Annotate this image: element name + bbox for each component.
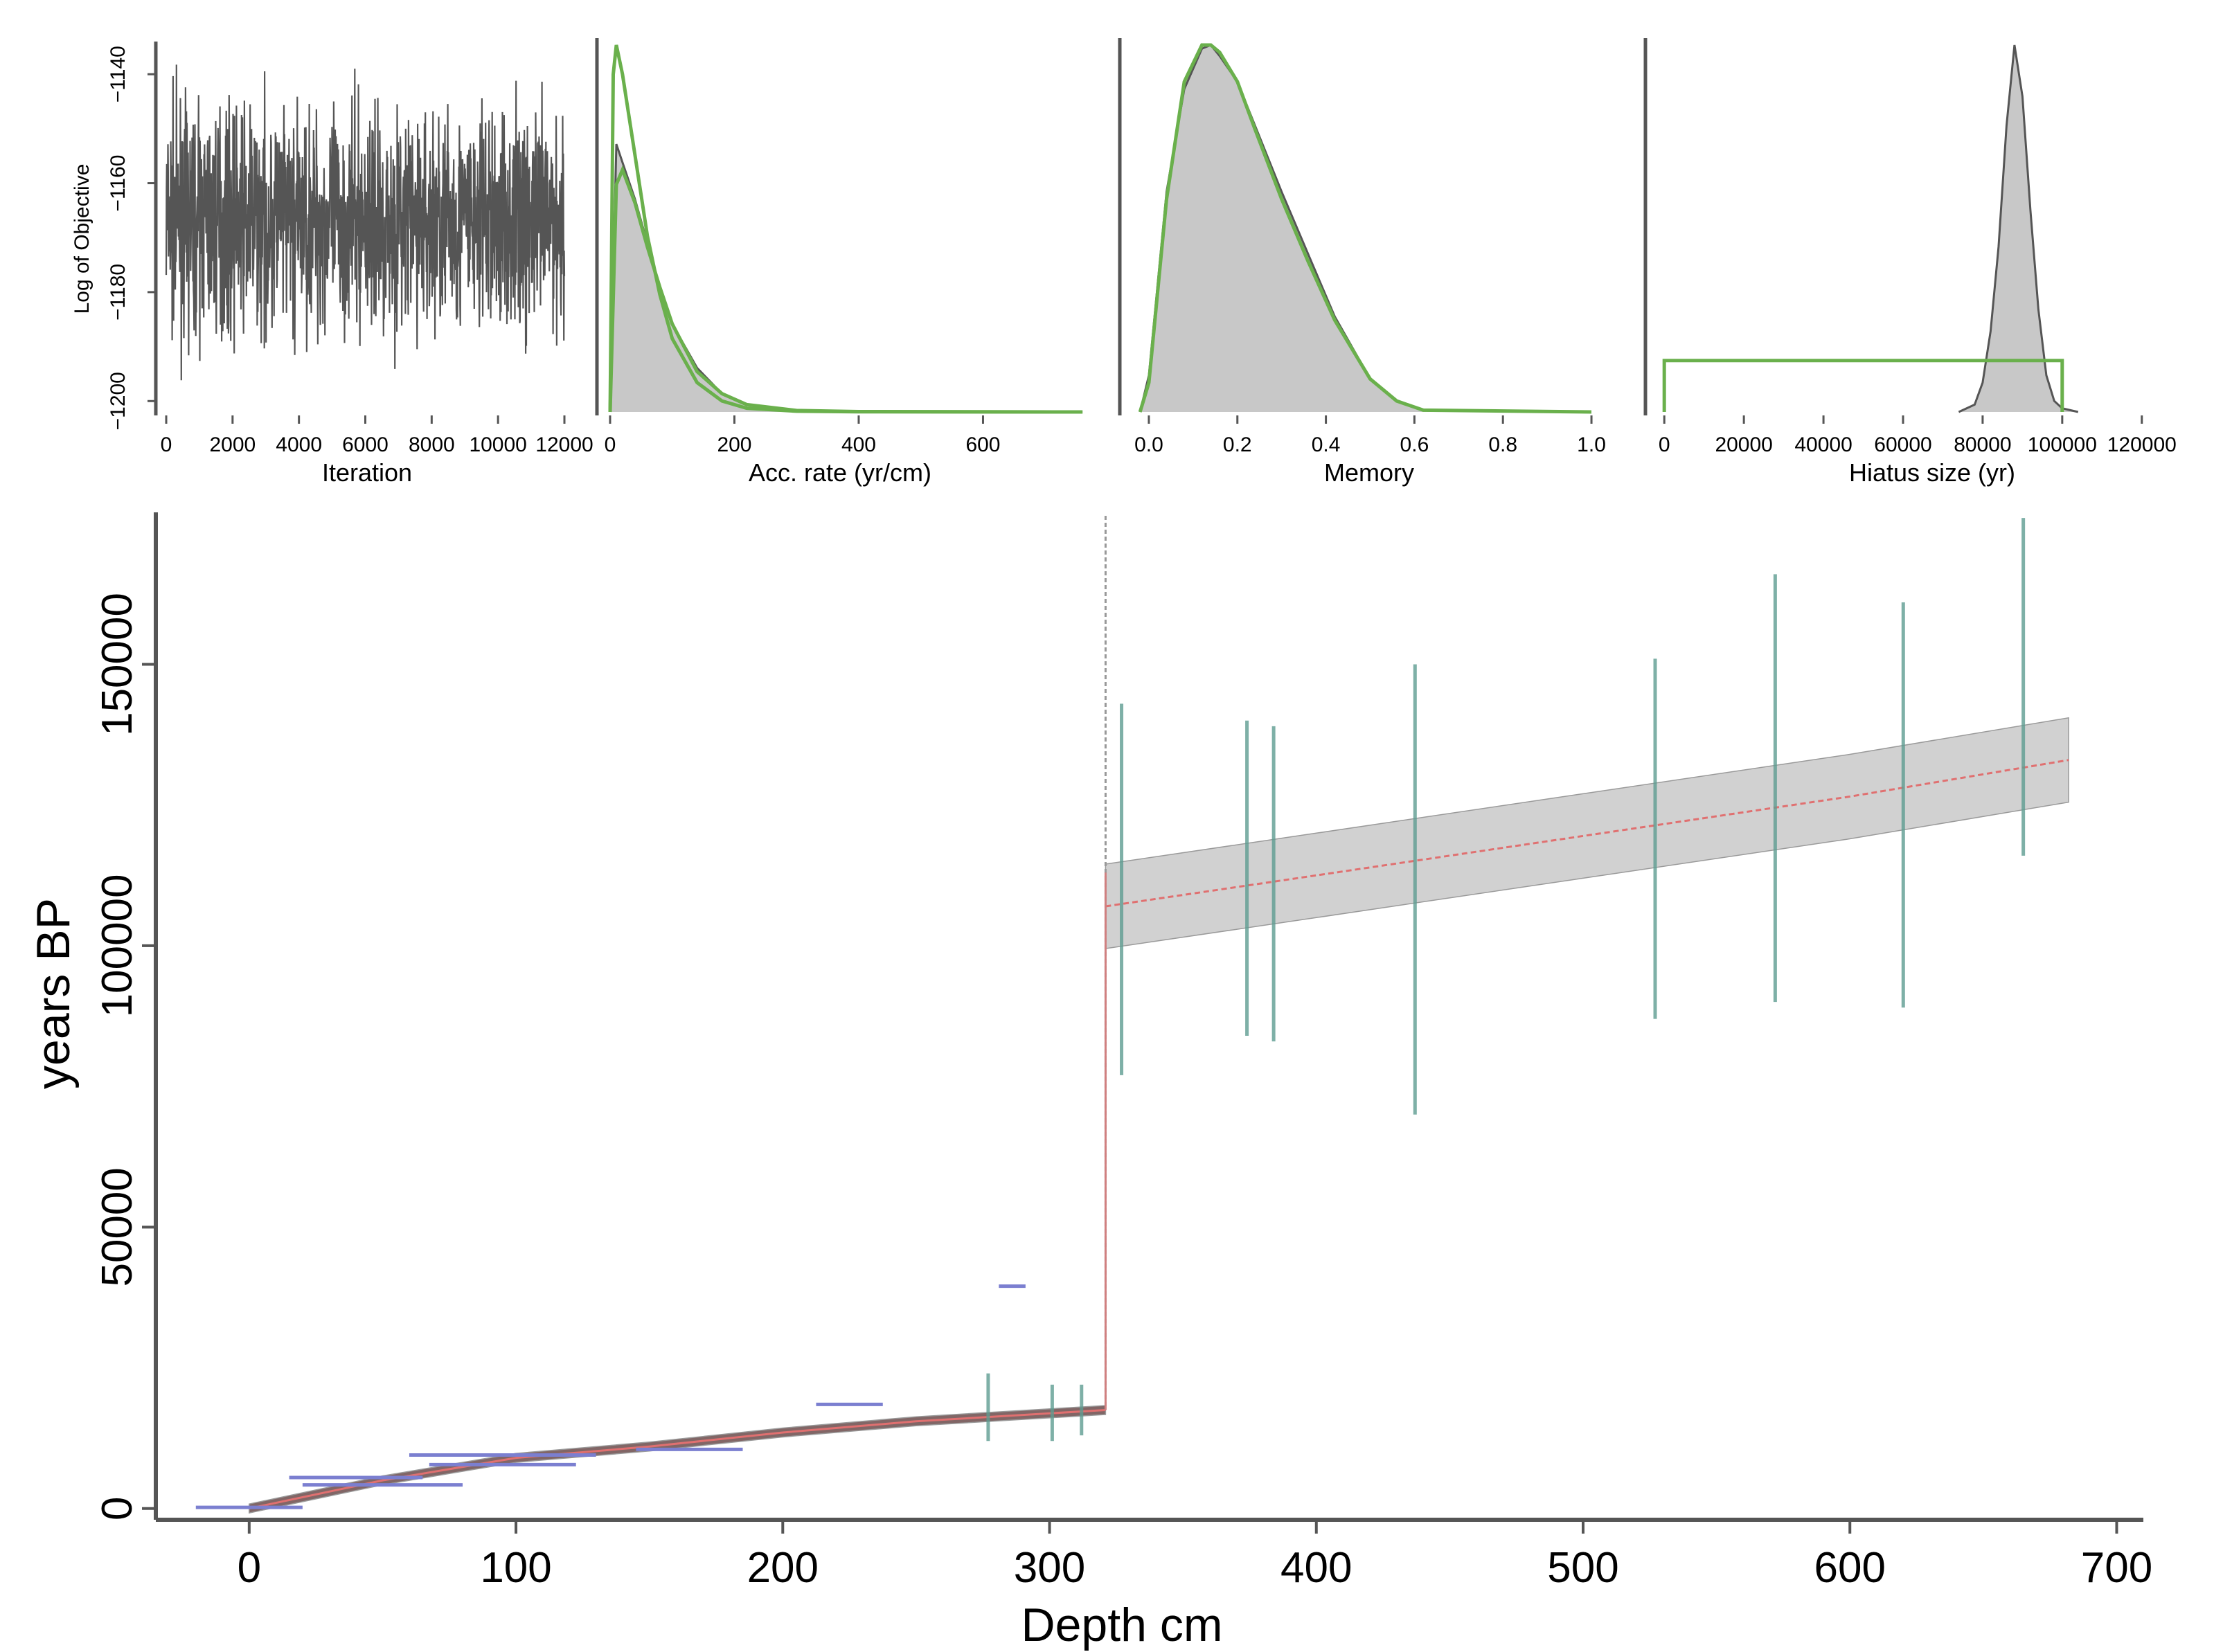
memory-x-tick-label: 0.2 [1223, 433, 1252, 456]
age-depth-y-tick-label: 50000 [93, 1167, 141, 1286]
panel-hiatus: 0 20000 40000 60000 80000 100000 120000 Hiatus… [1643, 38, 2177, 487]
hiatus-x-tick-label: 100000 [2028, 433, 2097, 456]
iteration-x-tick-label: 4000 [276, 433, 322, 456]
acc-rate-x-tick-label: 600 [965, 433, 1000, 456]
age-depth-y-tick-label: 0 [93, 1497, 141, 1520]
hiatus-x-label: Hiatus size (yr) [1849, 458, 2015, 487]
acc-rate-prior-2-line [608, 165, 1083, 414]
hiatus-posterior-edge [1958, 44, 2079, 413]
panel-age-depth: 0 100 200 300 400 500 600 700 0 50000 100000 150000… [27, 512, 2152, 1651]
memory-x-tick-label: 0.6 [1400, 433, 1429, 456]
acc-rate-x-tick-label: 200 [717, 433, 751, 456]
iteration-trace-line [165, 64, 566, 381]
hiatus-x-tick-label: 80000 [1954, 433, 2011, 456]
panel-iteration: 0 2000 4000 6000 8000 10000 12000 −1140 −1160 −11… [71, 42, 593, 487]
iteration-x-tick-label: 6000 [342, 433, 389, 456]
memory-x-label: Memory [1324, 458, 1414, 487]
acc-rate-posterior-fill [610, 144, 1083, 412]
memory-x-tick-label: 1.0 [1577, 433, 1606, 456]
panel-acc-rate: 0 200 400 600 Acc. rate (yr/cm) [595, 38, 1083, 487]
acc-rate-x-tick-label: 400 [841, 433, 876, 456]
iteration-x-tick-label: 8000 [409, 433, 455, 456]
iteration-x-label: Iteration [322, 458, 412, 487]
age-depth-x-tick-label: 700 [2081, 1544, 2152, 1592]
iteration-y-tick-label: −1140 [107, 46, 130, 102]
memory-prior-line [1138, 43, 1592, 414]
iteration-y-tick-label: −1200 [107, 372, 130, 430]
acc-rate-x-label: Acc. rate (yr/cm) [749, 458, 931, 487]
hiatus-x-tick-label: 120000 [2107, 433, 2177, 456]
hiatus-prior-line [1662, 359, 2064, 412]
hiatus-x-tick-label: 60000 [1874, 433, 1931, 456]
iteration-y-tick-label: −1180 [107, 264, 130, 321]
age-depth-x-tick-label: 500 [1547, 1544, 1618, 1592]
age-depth-y-tick-label: 100000 [93, 874, 141, 1017]
age-model-envelope [249, 1405, 1107, 1514]
hiatus-posterior-fill [1958, 45, 2078, 412]
age-depth-x-tick-label: 600 [1814, 1544, 1886, 1592]
age-depth-x-tick-label: 400 [1280, 1544, 1352, 1592]
memory-x-tick-label: 0.4 [1312, 433, 1341, 456]
iteration-y-label: Log of Objective [71, 164, 93, 314]
iteration-x-tick-label: 0 [161, 433, 172, 456]
panel-memory: 0.0 0.2 0.4 0.6 0.8 1.0 Memory [1118, 38, 1606, 487]
iteration-y-tick-label: −1160 [107, 155, 130, 212]
age-model-median-line [249, 1409, 1106, 1510]
memory-posterior-fill [1140, 45, 1591, 412]
age-depth-x-tick-label: 0 [238, 1544, 261, 1592]
acc-rate-x-tick-label: 0 [605, 433, 616, 456]
iteration-x-tick-label: 12000 [535, 433, 593, 456]
age-depth-y-label: years BP [27, 898, 80, 1089]
iteration-x-tick-label: 10000 [469, 433, 526, 456]
age-depth-x-tick-label: 100 [480, 1544, 551, 1592]
memory-x-tick-label: 0.8 [1488, 433, 1517, 456]
hiatus-x-tick-label: 0 [1659, 433, 1670, 456]
memory-x-tick-label: 0.0 [1134, 433, 1163, 456]
age-depth-x-label: Depth cm [1021, 1599, 1223, 1651]
age-depth-x-tick-label: 200 [747, 1544, 819, 1592]
iteration-x-tick-label: 2000 [209, 433, 256, 456]
age-depth-y-tick-label: 150000 [93, 593, 141, 736]
hiatus-x-tick-label: 20000 [1715, 433, 1772, 456]
hiatus-x-tick-label: 40000 [1794, 433, 1852, 456]
age-depth-x-tick-label: 300 [1014, 1544, 1085, 1592]
